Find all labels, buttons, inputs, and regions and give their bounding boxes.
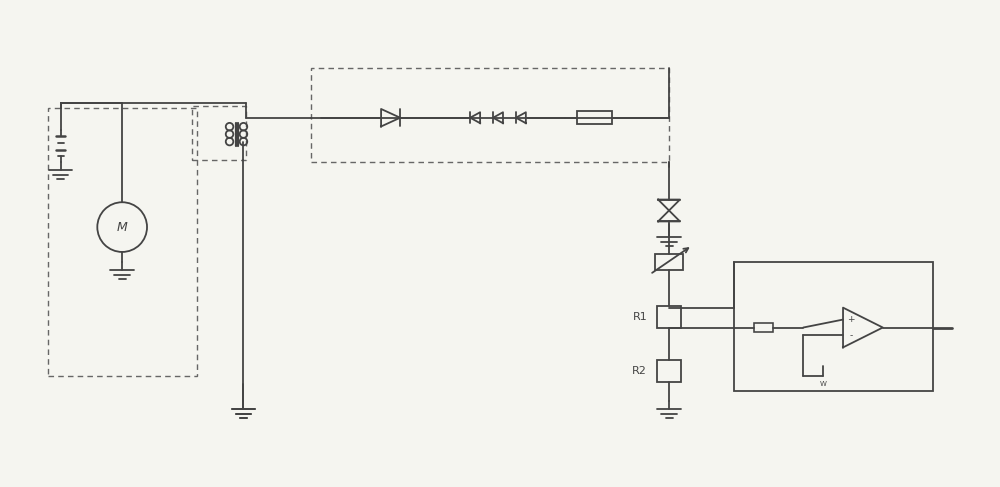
Text: R1: R1 <box>632 312 647 321</box>
Bar <box>754 322 773 333</box>
Bar <box>655 254 683 270</box>
Text: +: + <box>847 315 855 324</box>
Bar <box>577 111 612 124</box>
Text: W: W <box>820 381 827 387</box>
Text: R2: R2 <box>632 366 647 376</box>
Bar <box>48 108 197 376</box>
Bar <box>657 360 681 382</box>
Bar <box>192 106 246 161</box>
Text: M: M <box>117 221 128 234</box>
Text: -: - <box>849 331 853 340</box>
Bar <box>657 306 681 328</box>
Bar <box>311 68 669 163</box>
Circle shape <box>97 202 147 252</box>
Bar <box>734 262 933 391</box>
